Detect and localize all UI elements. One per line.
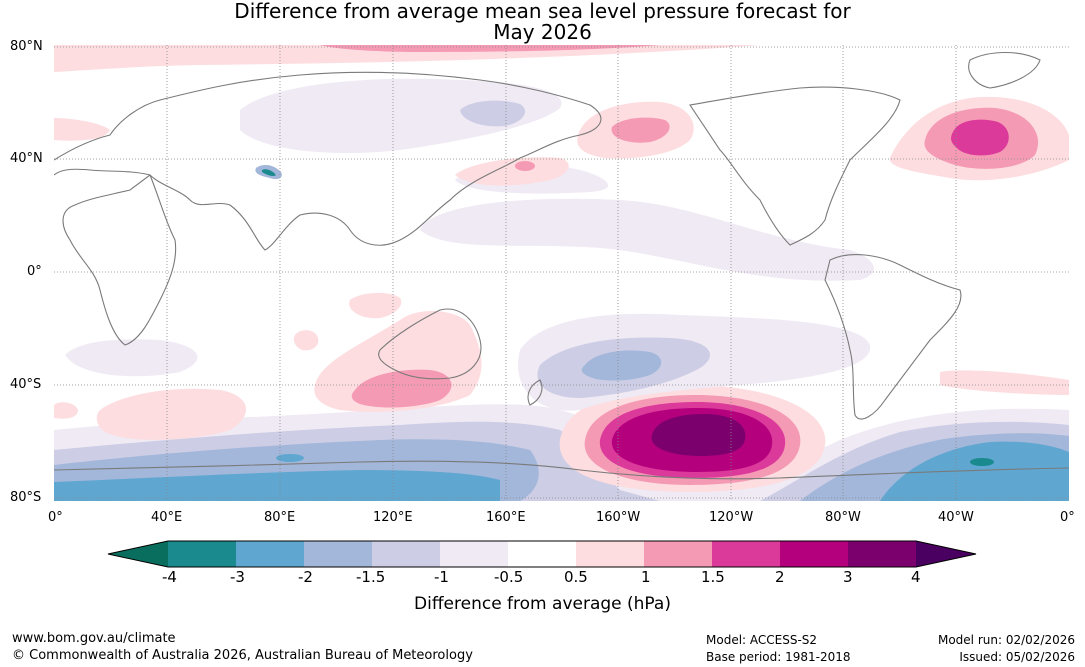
southern-indian-ocean-positive-anomaly [351, 369, 452, 408]
lon-label-0-right: 0° [1060, 510, 1075, 525]
colorbar-tick: -0.5 [494, 568, 524, 586]
colorbar-bin [576, 541, 644, 567]
chart-title-line2: May 2026 [493, 20, 592, 44]
lon-label-160w: 160°W [596, 510, 641, 525]
lon-label-0: 0° [48, 510, 63, 525]
colorbar-tick: -3 [230, 568, 245, 586]
eurasia-negative-anomaly [262, 169, 276, 176]
lon-label-160e: 160°E [486, 510, 526, 525]
colorbar-bin [372, 541, 440, 567]
colorbar-bin [168, 541, 236, 567]
pacific-negative-anomaly [581, 350, 662, 381]
south-pacific-positive-anomaly [651, 414, 746, 456]
colorbar-tick: -1.5 [356, 568, 386, 586]
colorbar-bin [712, 541, 780, 567]
positive-anomaly [293, 330, 319, 351]
colorbar-bin [848, 541, 916, 567]
positive-anomaly [54, 402, 78, 419]
antarctic-negative-region [970, 458, 994, 466]
footer-url: www.bom.gov.au/climate [12, 631, 176, 646]
lat-label-40n: 40°N [10, 151, 43, 166]
lon-label-40w: 40°W [938, 510, 974, 525]
lon-label-80w: 80°W [825, 510, 861, 525]
footer-copyright: © Commonwealth of Australia 2026, Austra… [12, 648, 473, 663]
colorbar-tick: 3 [843, 568, 853, 586]
colorbar-tick: -1 [434, 568, 449, 586]
north-atlantic-positive-anomaly [951, 119, 1009, 156]
tropical-negative-anomaly [420, 198, 874, 281]
antarctic-negative-region [276, 454, 304, 462]
lon-label-40e: 40°E [151, 510, 183, 525]
north-pacific-positive-anomaly [611, 117, 670, 143]
footer-issued: Issued: 05/02/2026 [959, 650, 1075, 664]
chart-title-line1: Difference from average mean sea level p… [234, 0, 851, 23]
lat-label-40s: 40°S [10, 377, 42, 392]
colorbar-bin [304, 541, 372, 567]
colorbar-bin [780, 541, 848, 567]
colorbar-tick: 1 [641, 568, 651, 586]
colorbar-over-arrow [916, 541, 976, 567]
arctic-positive-anomaly [54, 118, 110, 141]
colorbar-bin [440, 541, 508, 567]
colorbar-title: Difference from average (hPa) [414, 594, 671, 614]
colorbar-bin [508, 541, 576, 567]
footer-base-period: Base period: 1981-2018 [706, 650, 851, 664]
lon-label-120w: 120°W [709, 510, 754, 525]
anomaly-field [54, 45, 1069, 501]
southern-indian-ocean-positive-anomaly [96, 388, 247, 440]
arctic-positive-anomaly [940, 370, 1069, 395]
footer-model: Model: ACCESS-S2 [706, 633, 818, 647]
graticule [54, 45, 1069, 501]
colorbar-tick: 4 [911, 568, 921, 586]
colorbar-bin [236, 541, 304, 567]
colorbar-tick: 2 [775, 568, 785, 586]
antarctic-negative-region [54, 470, 500, 501]
antarctic-negative-region [880, 441, 1069, 501]
arctic-positive-anomaly [54, 45, 760, 72]
lat-label-equator: 0° [27, 264, 42, 279]
lon-label-80e: 80°E [264, 510, 296, 525]
colorbar-under-arrow [108, 541, 168, 567]
colorbar-tick: 0.5 [564, 568, 588, 586]
lat-label-80s: 80°S [10, 490, 42, 505]
lat-label-80n: 80°N [10, 39, 43, 54]
colorbar-bin [644, 541, 712, 567]
colorbar-tick: -2 [298, 568, 313, 586]
north-pacific-positive-anomaly [515, 161, 535, 171]
indian-ocean-negative-anomaly [65, 339, 198, 377]
coastlines [54, 52, 1069, 480]
colorbar [107, 540, 977, 568]
colorbar-tick: 1.5 [701, 568, 725, 586]
north-pacific-positive-anomaly [455, 157, 569, 186]
southern-indian-ocean-positive-anomaly [349, 292, 402, 319]
eurasia-negative-anomaly [240, 78, 562, 154]
colorbar-outline [107, 540, 977, 568]
lon-label-120e: 120°E [373, 510, 413, 525]
colorbar-tick: -4 [162, 568, 177, 586]
eurasia-negative-anomaly [460, 100, 525, 127]
footer-model-run: Model run: 02/02/2026 [937, 633, 1075, 647]
